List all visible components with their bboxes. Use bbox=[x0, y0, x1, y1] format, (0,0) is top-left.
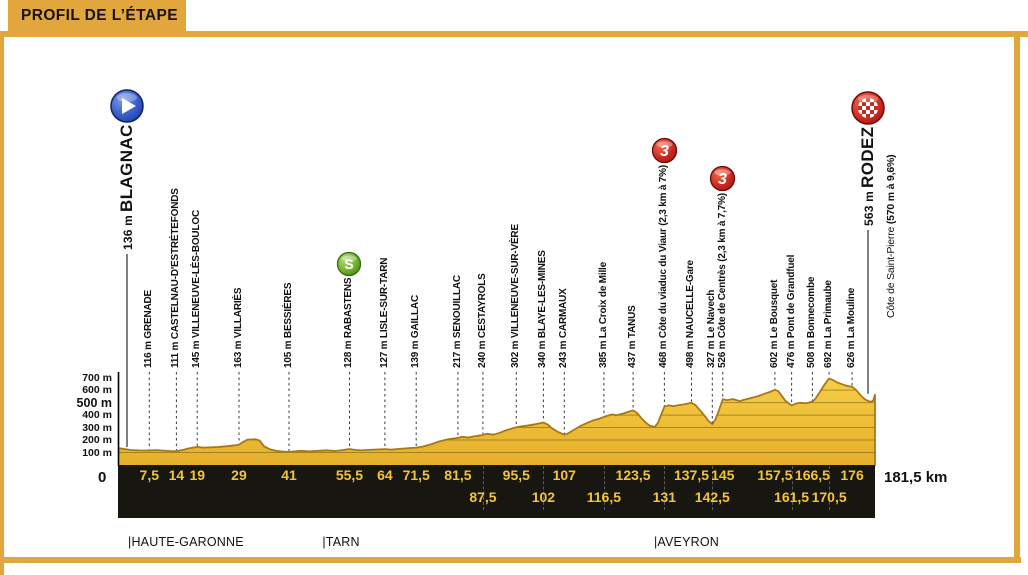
town-label: 111 m CASTELNAU-D'ESTRÉTEFONDS bbox=[170, 188, 182, 368]
town-label: 105 m BESSIÈRES bbox=[283, 282, 294, 368]
distance-tick: 107 bbox=[552, 467, 576, 483]
distance-tick: 19 bbox=[189, 467, 206, 483]
town-label: 508 m Bonnecombe bbox=[806, 276, 818, 368]
elevation-tick: 600 m bbox=[82, 384, 112, 397]
town-label: 243 m CARMAUX bbox=[558, 288, 570, 368]
axis-origin-label: 0 bbox=[98, 469, 107, 486]
town-label: 476 m Pont de Grandfuel bbox=[785, 254, 797, 368]
distance-tick: 81,5 bbox=[444, 467, 472, 483]
distance-tick: 87,5 bbox=[469, 489, 497, 505]
strip-dash-line bbox=[829, 466, 831, 510]
elevation-tick: 300 m bbox=[82, 421, 112, 434]
town-label: 116 m GRENADE bbox=[143, 290, 155, 368]
town-label: 385 m La Croix de Mille bbox=[597, 262, 609, 368]
start-icon bbox=[109, 88, 145, 129]
distance-tick: 29 bbox=[231, 467, 247, 483]
distance-tick: 71,5 bbox=[402, 467, 430, 483]
category-3-climb-icon: 3 bbox=[651, 137, 678, 169]
distance-tick: 161,5 bbox=[774, 489, 810, 505]
header-tab: PROFIL DE L’ÉTAPE bbox=[8, 0, 186, 31]
finish-climb-note: Côte de Saint-Pierre (570 m à 9,6%) bbox=[885, 154, 897, 318]
distance-tick: 176 bbox=[840, 467, 864, 483]
town-label: 526 m Côte de Centrès (2,3 km à 7,7%) bbox=[716, 193, 728, 368]
distance-tick: 137,5 bbox=[673, 467, 710, 483]
category-3-climb-icon: 3 bbox=[709, 165, 736, 197]
distance-tick: 55,5 bbox=[335, 467, 364, 483]
frame-left-border bbox=[0, 31, 4, 575]
svg-text:3: 3 bbox=[660, 143, 669, 160]
distance-strip bbox=[118, 465, 875, 518]
finish-icon bbox=[850, 90, 886, 131]
frame-right-border bbox=[1014, 31, 1020, 563]
department-label: |AVEYRON bbox=[653, 535, 719, 549]
elevation-tick: 200 m bbox=[82, 434, 112, 447]
frame-top-border bbox=[0, 31, 1028, 37]
department-label: |HAUTE-GARONNE bbox=[128, 535, 244, 549]
strip-dash-line bbox=[543, 466, 545, 510]
strip-dash-line bbox=[712, 466, 714, 510]
distance-tick: 14 bbox=[168, 467, 185, 483]
town-label: 437 m TANUS bbox=[627, 305, 639, 368]
town-label: 240 m CESTAYROLS bbox=[476, 273, 488, 368]
elevation-tick: 700 m bbox=[82, 371, 112, 384]
town-label: 602 m Le Bousquet bbox=[768, 279, 780, 368]
elevation-tick: 100 m bbox=[82, 446, 112, 459]
distance-tick: 102 bbox=[531, 489, 556, 505]
town-label: 302 m VILLENEUVE-SUR-VÈRE bbox=[510, 224, 522, 368]
town-label: 139 m GAILLAC bbox=[410, 295, 422, 368]
svg-text:3: 3 bbox=[718, 171, 727, 188]
strip-dash-line bbox=[603, 466, 605, 510]
distance-tick: 142,5 bbox=[694, 489, 730, 505]
distance-tick: 131 bbox=[652, 489, 677, 505]
distance-tick: 116,5 bbox=[586, 489, 622, 505]
town-label: 468 m Côte du viaduc du Viaur (2,3 km à … bbox=[658, 165, 670, 368]
svg-text:S: S bbox=[344, 256, 353, 272]
distance-tick: 41 bbox=[281, 467, 297, 483]
distance-tick: 166,5 bbox=[794, 467, 830, 483]
strip-dash-line bbox=[791, 466, 793, 510]
distance-tick: 95,5 bbox=[502, 467, 530, 483]
town-label: 163 m VILLARIÈS bbox=[232, 287, 244, 368]
town-label: 327 m Le Navech bbox=[706, 289, 718, 368]
elevation-tick: 500 m bbox=[76, 395, 112, 410]
town-label-major: 136 m BLAGNAC bbox=[117, 124, 136, 250]
distance-tick: 145 bbox=[711, 467, 735, 483]
elevation-tick: 400 m bbox=[82, 409, 112, 422]
distance-tick: 7,5 bbox=[139, 467, 159, 483]
distance-tick: 64 bbox=[377, 467, 393, 483]
town-label: 498 m NAUCELLE-Gare bbox=[685, 260, 697, 368]
town-label: 145 m VILLENEUVE-LÈS-BOULOC bbox=[191, 210, 203, 368]
strip-dash-line bbox=[664, 466, 666, 510]
town-label-major: 563 m RODEZ bbox=[858, 126, 877, 226]
frame-bottom-border bbox=[0, 557, 1021, 563]
town-label: 217 m SENOUILLAC bbox=[451, 275, 463, 368]
page-title: PROFIL DE L’ÉTAPE bbox=[21, 7, 178, 24]
distance-tick: 123,5 bbox=[615, 467, 651, 483]
department-label: |TARN bbox=[322, 535, 360, 549]
town-label: 340 m BLAYE-LES-MINES bbox=[537, 250, 549, 368]
distance-tick: 157,5 bbox=[757, 467, 793, 483]
total-distance-label: 181,5 km bbox=[884, 469, 948, 486]
distance-tick: 170,5 bbox=[811, 489, 847, 505]
town-label: 626 m La Mouline bbox=[846, 287, 858, 368]
strip-dash-line bbox=[482, 466, 484, 510]
town-label: 128 m RABASTENS bbox=[343, 277, 355, 368]
town-label: 127 m LISLE-SUR-TARN bbox=[378, 257, 390, 368]
town-label: 692 m La Primaube bbox=[823, 280, 835, 368]
